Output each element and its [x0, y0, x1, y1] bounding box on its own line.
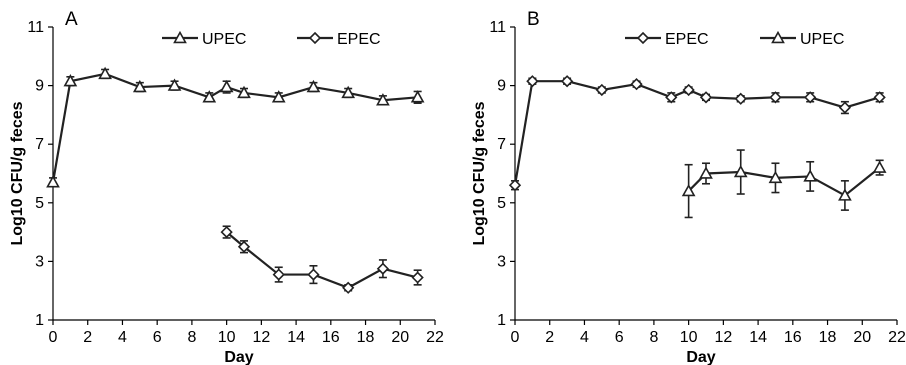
legend-marker-upec — [771, 30, 785, 44]
data-point-epec — [873, 91, 886, 104]
data-point-epec — [595, 83, 608, 97]
data-point-epec — [307, 268, 320, 281]
y-tick-label: 3 — [497, 253, 506, 270]
y-tick-label: 7 — [35, 136, 44, 153]
x-tick-label: 16 — [784, 329, 802, 346]
series-line-epec — [225, 231, 418, 289]
legend-label-upec: UPEC — [202, 31, 246, 48]
data-point-epec — [560, 75, 574, 88]
y-tick-label: 9 — [497, 78, 506, 95]
data-point-upec — [872, 160, 887, 173]
x-tick-label: 18 — [819, 329, 837, 346]
x-tick-label: 16 — [322, 329, 340, 346]
data-point-epec — [630, 78, 643, 91]
x-tick-label: 8 — [649, 329, 658, 346]
data-point-upec — [376, 93, 390, 106]
data-point-epec — [220, 225, 233, 239]
data-point-upec — [410, 90, 425, 103]
data-point-epec — [237, 240, 251, 253]
data-point-epec — [411, 271, 424, 284]
data-point-upec — [803, 169, 818, 182]
panel-letter: A — [65, 9, 78, 30]
x-tick-label: 12 — [714, 329, 732, 346]
x-tick-label: 20 — [391, 329, 409, 346]
y-tick-label: 11 — [489, 19, 506, 36]
x-tick-label: 12 — [252, 329, 270, 346]
y-tick-label: 11 — [27, 19, 44, 36]
data-point-upec — [768, 170, 783, 184]
panel-a: 1 3 5 7 9 11 0 2 4 6 8 10 12 14 16 18 20 22 Day Log10 CFU/g… — [9, 9, 444, 365]
data-point-upec — [733, 164, 748, 178]
x-tick-label: 2 — [83, 329, 92, 346]
y-tick-label: 1 — [497, 312, 506, 329]
data-point-epec — [769, 91, 782, 104]
data-point-upec — [219, 79, 234, 93]
data-point-epec — [272, 268, 285, 281]
x-tick-label: 22 — [426, 329, 444, 346]
data-point-upec — [63, 74, 78, 87]
x-axis-title: Day — [224, 349, 253, 365]
x-tick-label: 4 — [118, 329, 127, 346]
x-tick-label: 6 — [153, 329, 162, 346]
data-point-epec — [342, 281, 355, 294]
x-tick-label: 10 — [218, 329, 236, 346]
data-point-epec — [699, 91, 713, 104]
x-tick-label: 0 — [511, 329, 520, 346]
data-point-upec — [681, 183, 696, 197]
data-point-upec — [699, 166, 713, 179]
x-tick-label: 18 — [357, 329, 375, 346]
data-point-epec — [665, 91, 678, 104]
x-tick-label: 6 — [615, 329, 624, 346]
x-tick-label: 10 — [680, 329, 698, 346]
series-line-upec — [51, 72, 418, 183]
y-tick-label: 9 — [35, 78, 44, 95]
x-tick-label: 20 — [853, 329, 871, 346]
x-tick-label: 4 — [580, 329, 589, 346]
y-axis-title: Log10 CFU/g feces — [471, 101, 488, 245]
data-point-upec — [132, 79, 147, 93]
data-point-upec — [98, 66, 112, 80]
x-tick-label: 8 — [187, 329, 196, 346]
panel-b: 1 3 5 7 9 11 0 2 4 6 8 10 12 14 16 18 20 22 Day Log10 CFU/g… — [471, 9, 906, 365]
y-tick-label: 7 — [497, 136, 506, 153]
data-point-upec — [167, 78, 182, 91]
y-tick-label: 1 — [35, 312, 44, 329]
legend-marker-epec — [636, 31, 650, 45]
x-tick-label: 0 — [49, 329, 58, 346]
data-point-epec — [734, 92, 747, 105]
x-tick-label: 2 — [545, 329, 554, 346]
data-point-epec — [838, 101, 852, 114]
y-tick-label: 5 — [35, 195, 44, 212]
y-tick-label: 5 — [497, 195, 506, 212]
series-line-epec — [513, 80, 880, 186]
x-tick-label: 14 — [287, 329, 305, 346]
data-point-upec — [341, 85, 356, 99]
data-point-epec — [526, 75, 539, 88]
y-axis-title: Log10 CFU/g feces — [9, 101, 26, 245]
data-point-epec — [508, 179, 522, 192]
y-tick-label: 3 — [35, 253, 44, 270]
x-axis-title: Day — [686, 349, 715, 365]
series-line-upec — [687, 166, 881, 197]
data-point-upec — [838, 188, 852, 201]
legend-marker-upec — [173, 30, 187, 44]
data-point-upec — [46, 175, 60, 188]
panel-letter: B — [527, 9, 540, 30]
data-point-upec — [306, 79, 321, 93]
data-point-epec — [682, 83, 695, 97]
legend-marker-epec — [308, 31, 322, 45]
data-point-upec — [271, 90, 286, 103]
legend-label-epec: EPEC — [337, 31, 381, 48]
data-point-upec — [237, 85, 251, 99]
legend-label-epec: EPEC — [665, 31, 709, 48]
x-tick-label: 22 — [888, 329, 906, 346]
data-point-epec — [804, 91, 817, 104]
data-point-epec — [376, 262, 390, 275]
x-tick-label: 14 — [749, 329, 767, 346]
legend-label-upec: UPEC — [800, 31, 844, 48]
data-point-upec — [202, 90, 217, 103]
